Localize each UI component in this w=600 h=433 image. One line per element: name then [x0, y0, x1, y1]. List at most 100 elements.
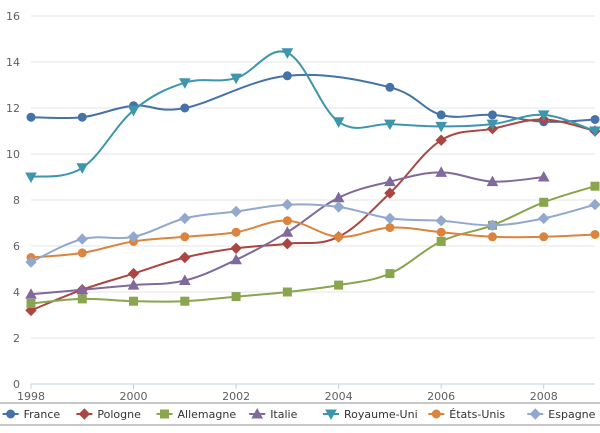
data-point-royaume-uni[interactable]	[127, 105, 140, 117]
series-italie	[25, 166, 550, 299]
legend-box	[0, 402, 600, 426]
data-point-pologne[interactable]	[435, 134, 447, 146]
data-point-espagne[interactable]	[127, 231, 140, 243]
legend-item-allemagne[interactable]: Allemagne	[156, 408, 237, 421]
x-tick-label: 2006	[427, 390, 455, 403]
data-point-italie[interactable]	[76, 283, 89, 295]
data-point-france[interactable]	[436, 110, 446, 120]
legend-item-italie[interactable]: Italie	[249, 407, 298, 421]
data-point-royaume-uni[interactable]	[384, 119, 396, 131]
data-point-allemagne[interactable]	[282, 287, 292, 297]
legend-marker-swatch	[431, 409, 441, 419]
data-point-france[interactable]	[77, 112, 87, 122]
data-point-royaume-uni[interactable]	[332, 117, 345, 128]
data-point-allemagne[interactable]	[129, 296, 139, 306]
data-point-espagne[interactable]	[332, 201, 345, 213]
data-point-espagne[interactable]	[179, 212, 191, 225]
data-point-allemagne[interactable]	[385, 269, 395, 279]
y-tick-label: 14	[6, 56, 20, 69]
y-tick-label: 0	[13, 378, 20, 391]
data-point-etats-unis[interactable]	[231, 227, 241, 237]
data-point-royaume-uni[interactable]	[589, 126, 600, 138]
series-france	[26, 71, 600, 127]
legend-label: Espagne	[548, 408, 595, 421]
data-point-espagne[interactable]	[25, 256, 37, 268]
data-point-royaume-uni[interactable]	[281, 48, 294, 59]
legend-label: Royaume-Uni	[344, 408, 418, 421]
data-point-etats-unis[interactable]	[180, 232, 190, 242]
data-point-italie[interactable]	[435, 166, 448, 177]
data-point-espagne[interactable]	[435, 214, 447, 227]
data-point-espagne[interactable]	[384, 212, 396, 225]
data-point-allemagne[interactable]	[26, 299, 36, 308]
data-point-france[interactable]	[180, 103, 190, 113]
data-point-royaume-uni[interactable]	[230, 73, 242, 85]
legend-label: Allemagne	[178, 408, 237, 421]
data-point-espagne[interactable]	[486, 219, 499, 232]
data-point-pologne[interactable]	[384, 187, 396, 199]
data-point-etats-unis[interactable]	[539, 232, 549, 242]
data-point-espagne[interactable]	[230, 205, 242, 218]
legend-item-espagne[interactable]: Espagne	[527, 408, 596, 421]
legend-marker-swatch	[78, 408, 91, 420]
legend-item-pologne[interactable]: Pologne	[76, 408, 141, 421]
data-point-allemagne[interactable]	[180, 296, 190, 306]
data-point-allemagne[interactable]	[436, 236, 446, 246]
data-point-etats-unis[interactable]	[385, 223, 395, 233]
data-point-etats-unis[interactable]	[334, 232, 344, 242]
x-tick-label: 2000	[120, 390, 148, 403]
data-point-espagne[interactable]	[538, 212, 550, 225]
data-point-pologne[interactable]	[281, 237, 294, 250]
data-point-italie[interactable]	[127, 279, 140, 290]
data-point-espagne[interactable]	[76, 233, 88, 245]
data-point-allemagne[interactable]	[231, 292, 241, 302]
data-point-france[interactable]	[282, 71, 292, 81]
data-point-pologne[interactable]	[179, 251, 191, 264]
legend-item-etats-unis[interactable]: États-Unis	[428, 408, 505, 421]
legend-item-royaume-uni[interactable]: Royaume-Uni	[323, 408, 418, 421]
data-point-etats-unis[interactable]	[487, 232, 497, 242]
data-point-pologne[interactable]	[230, 242, 242, 255]
data-point-italie[interactable]	[537, 170, 550, 182]
data-point-royaume-uni[interactable]	[25, 172, 37, 184]
data-point-france[interactable]	[590, 115, 600, 124]
data-point-allemagne[interactable]	[590, 181, 600, 191]
data-point-italie[interactable]	[486, 175, 499, 187]
data-point-royaume-uni[interactable]	[178, 78, 191, 89]
data-point-etats-unis[interactable]	[282, 216, 292, 226]
data-point-italie[interactable]	[230, 253, 242, 265]
data-point-italie[interactable]	[384, 175, 396, 187]
data-point-france[interactable]	[26, 112, 36, 122]
series-royaume-uni	[25, 48, 600, 184]
axis-layer: 0 2 4 6 8 10 12 14 16 1998 2000 2002 2004 2006 2008	[6, 10, 595, 403]
data-point-france[interactable]	[487, 110, 497, 120]
y-tick-label: 10	[6, 148, 20, 161]
series-layer	[25, 48, 600, 317]
data-point-italie[interactable]	[281, 226, 294, 237]
data-point-etats-unis[interactable]	[77, 248, 87, 258]
data-point-royaume-uni[interactable]	[486, 119, 499, 131]
series-espagne	[25, 198, 600, 268]
grid-layer	[31, 15, 595, 385]
legend-label: Pologne	[97, 408, 141, 421]
data-point-royaume-uni[interactable]	[76, 163, 89, 174]
data-point-italie[interactable]	[25, 288, 37, 299]
data-point-france[interactable]	[385, 82, 395, 92]
data-point-allemagne[interactable]	[77, 294, 87, 304]
data-point-allemagne[interactable]	[539, 197, 549, 207]
data-point-espagne[interactable]	[281, 198, 294, 211]
data-point-allemagne[interactable]	[334, 280, 344, 290]
data-point-royaume-uni[interactable]	[537, 110, 550, 121]
series-etats-unis	[26, 216, 600, 262]
data-point-etats-unis[interactable]	[436, 227, 446, 237]
data-point-italie[interactable]	[178, 274, 191, 285]
data-point-italie[interactable]	[332, 191, 345, 203]
data-point-pologne[interactable]	[127, 267, 140, 280]
legend[interactable]: France Pologne Allemagne Italie Royaume-Uni É…	[0, 402, 600, 426]
data-point-etats-unis[interactable]	[590, 230, 600, 239]
legend-marker-swatch	[529, 408, 542, 420]
x-tick-label: 2008	[530, 390, 558, 403]
data-point-espagne[interactable]	[589, 198, 600, 211]
data-point-royaume-uni[interactable]	[435, 121, 448, 133]
legend-item-france[interactable]: France	[2, 408, 61, 421]
